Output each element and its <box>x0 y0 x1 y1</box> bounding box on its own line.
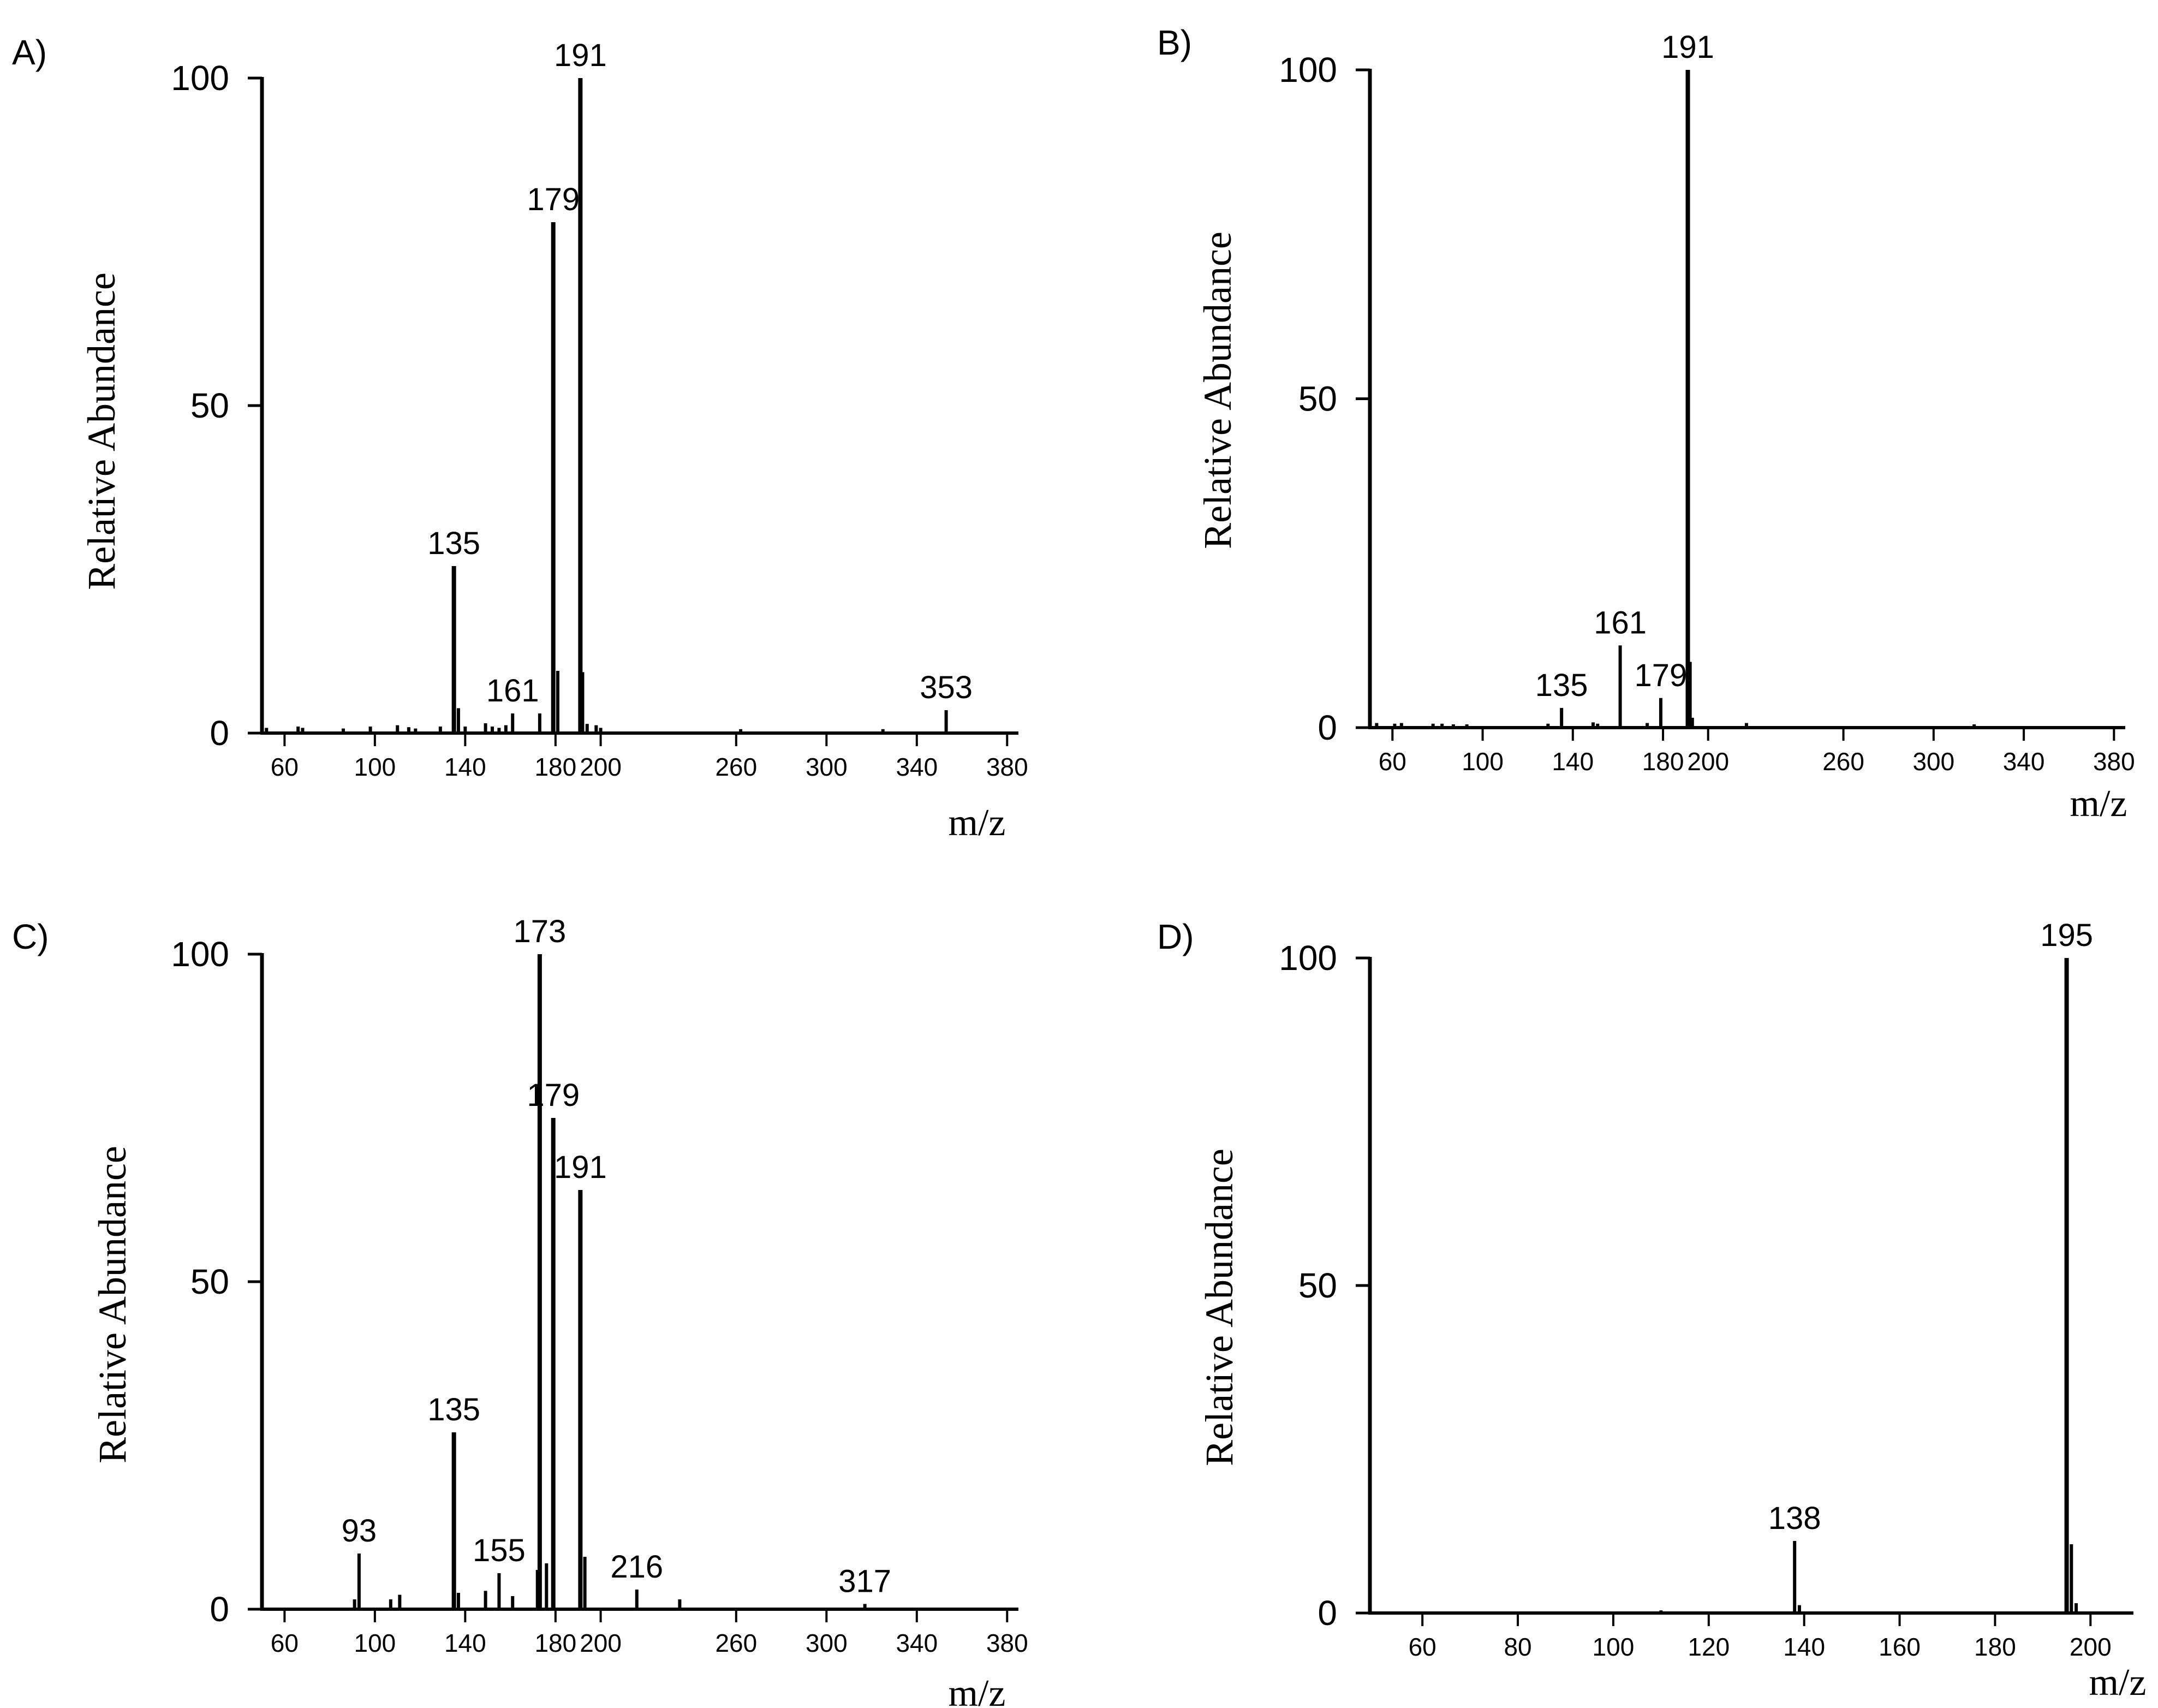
peak-label: 138 <box>1768 1501 1821 1536</box>
y-axis-title: Relative Abundance <box>80 272 123 590</box>
x-tick-label: 340 <box>2003 747 2045 776</box>
x-tick-label: 100 <box>1593 1633 1635 1661</box>
panel-label: C) <box>12 917 49 956</box>
x-tick-label: 380 <box>986 1629 1028 1657</box>
y-axis-title: Relative Abundance <box>1197 1148 1241 1466</box>
peak-label: 216 <box>610 1549 663 1585</box>
x-tick-label: 160 <box>1879 1633 1921 1661</box>
x-tick-label: 260 <box>715 1629 757 1657</box>
y-tick-label: 100 <box>171 58 229 98</box>
x-tick-label: 100 <box>354 1629 396 1657</box>
y-tick-label: 50 <box>1298 379 1337 419</box>
x-tick-label: 140 <box>444 753 486 781</box>
x-tick-label: 200 <box>580 1629 622 1657</box>
peak-label: 135 <box>427 1392 480 1427</box>
x-tick-label: 140 <box>1552 747 1594 776</box>
y-tick-label: 0 <box>210 1590 229 1629</box>
x-axis-title: m/z <box>2089 1662 2147 1704</box>
peak-label: 195 <box>2040 918 2093 953</box>
panel-label: D) <box>1157 917 1194 956</box>
y-tick-label: 50 <box>1298 1266 1337 1305</box>
peak-label: 173 <box>513 914 566 949</box>
y-tick-label: 0 <box>210 713 229 753</box>
peak-label: 161 <box>1594 605 1647 640</box>
x-axis-title: m/z <box>2070 783 2127 825</box>
y-tick-label: 50 <box>190 386 229 425</box>
x-tick-label: 60 <box>271 753 299 781</box>
panel-label: A) <box>12 33 47 72</box>
x-tick-label: 200 <box>1687 747 1729 776</box>
x-tick-label: 200 <box>2070 1633 2112 1661</box>
peak-label: 135 <box>1535 668 1588 703</box>
x-tick-label: 200 <box>580 753 622 781</box>
x-tick-label: 260 <box>715 753 757 781</box>
x-tick-label: 120 <box>1688 1633 1730 1661</box>
spectrum-panel-2: B) 0 50 100 60 100 140 180 200 260 300 340 380 m/z Rel… <box>1157 23 2135 825</box>
spectrum-panel-3: C) 0 50 100 60 100 140 180 200 260 300 340 380 m/z Rel… <box>12 914 1028 1708</box>
peak-label: 317 <box>838 1563 891 1599</box>
y-axis-title: Relative Abundance <box>91 1146 134 1463</box>
y-tick-label: 100 <box>171 935 229 974</box>
x-tick-label: 300 <box>1912 747 1954 776</box>
y-tick-label: 0 <box>1318 1593 1337 1633</box>
x-tick-label: 300 <box>806 753 848 781</box>
peak-label: 191 <box>554 38 607 73</box>
x-tick-label: 60 <box>1379 747 1406 776</box>
peak-label: 353 <box>920 670 973 705</box>
peak-label: 93 <box>342 1513 377 1549</box>
x-axis-title: m/z <box>949 1673 1006 1708</box>
x-tick-label: 300 <box>806 1629 848 1657</box>
x-tick-label: 60 <box>271 1629 299 1657</box>
x-tick-label: 140 <box>444 1629 486 1657</box>
x-tick-label: 180 <box>534 753 576 781</box>
x-tick-label: 100 <box>354 753 396 781</box>
peak-label: 179 <box>527 182 580 217</box>
x-axis-title: m/z <box>949 802 1006 844</box>
x-tick-label: 180 <box>1974 1633 2016 1661</box>
x-tick-label: 80 <box>1504 1633 1531 1661</box>
peak-label: 179 <box>1635 658 1688 693</box>
x-tick-label: 180 <box>1642 747 1684 776</box>
peak-label: 135 <box>427 526 480 561</box>
x-tick-label: 340 <box>896 1629 938 1657</box>
y-tick-label: 50 <box>190 1262 229 1301</box>
x-tick-label: 380 <box>986 753 1028 781</box>
x-tick-label: 140 <box>1783 1633 1825 1661</box>
spectrum-panel-1: A) 0 50 100 60 100 140 180 200 260 300 340 380 m/z Rel… <box>12 33 1028 844</box>
x-tick-label: 60 <box>1409 1633 1436 1661</box>
x-tick-label: 100 <box>1462 747 1504 776</box>
peak-label: 191 <box>1661 29 1714 65</box>
y-tick-label: 100 <box>1279 938 1337 978</box>
y-axis-title: Relative Abundance <box>1196 231 1239 549</box>
x-tick-label: 340 <box>896 753 938 781</box>
y-tick-label: 0 <box>1318 708 1337 747</box>
peak-label: 191 <box>554 1150 607 1185</box>
panel-label: B) <box>1157 23 1192 62</box>
y-tick-label: 100 <box>1279 50 1337 90</box>
peak-label: 161 <box>486 673 539 709</box>
x-tick-label: 380 <box>2093 747 2135 776</box>
x-tick-label: 180 <box>534 1629 576 1657</box>
x-tick-label: 260 <box>1822 747 1864 776</box>
peak-label: 179 <box>527 1078 580 1113</box>
peak-label: 155 <box>473 1533 526 1568</box>
